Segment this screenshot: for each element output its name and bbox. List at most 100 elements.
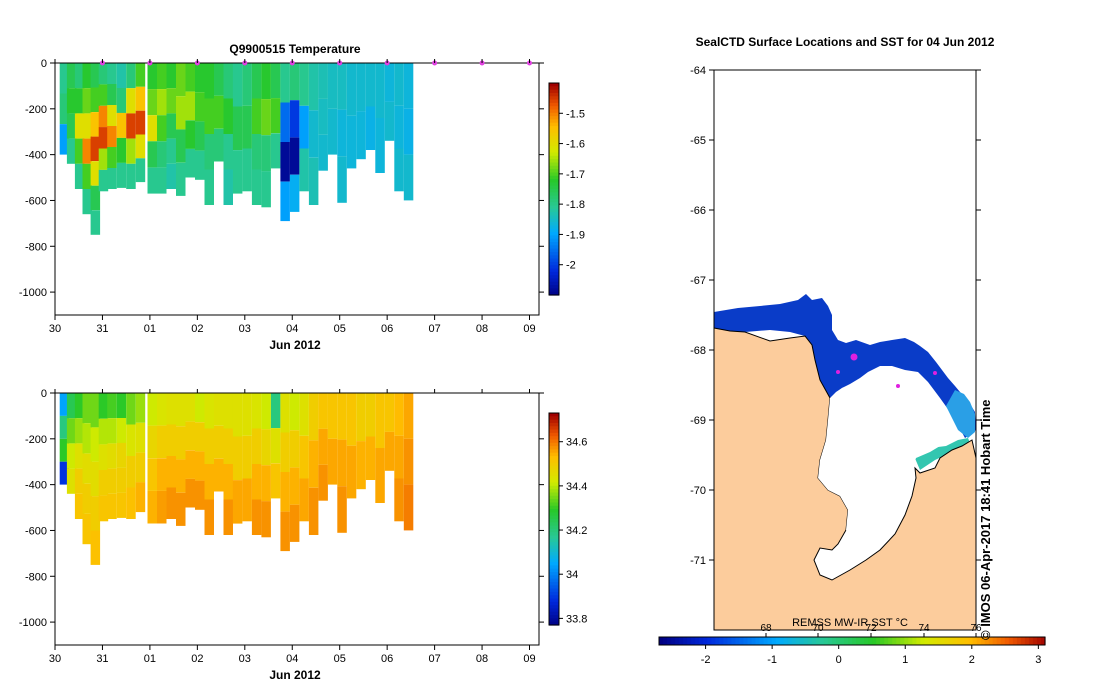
data-cell (74, 468, 85, 494)
sst-colorbar-segment (787, 637, 793, 645)
colorbar-segment (549, 608, 559, 613)
sst-colorbar-segment (888, 637, 893, 645)
data-cell (289, 467, 300, 505)
data-cell (327, 393, 338, 439)
colorbar-segment (549, 198, 559, 203)
sst-colorbar-segment (952, 637, 958, 645)
sst-colorbar-tick-label: -2 (701, 654, 711, 666)
data-cell (135, 110, 146, 135)
sst-colorbar-segment (695, 637, 700, 645)
salinity-cells (59, 393, 414, 565)
colorbar-tick-label: -1.7 (566, 169, 585, 181)
colorbar-segment (549, 419, 559, 424)
colorbar-segment (549, 255, 559, 260)
data-cell (157, 89, 167, 116)
colorbar-segment (549, 179, 559, 183)
data-cell (147, 63, 157, 90)
data-cell (403, 108, 414, 155)
colorbar-segment (549, 489, 559, 494)
colorbar-segment (549, 499, 559, 504)
data-cell (66, 468, 77, 494)
x-tick-label: 01 (144, 653, 156, 665)
data-cell (299, 148, 309, 192)
data-cell (394, 393, 404, 436)
data-cell (82, 113, 92, 139)
data-cell (147, 167, 157, 194)
colorbar-segment (549, 578, 559, 583)
data-cell (74, 88, 85, 114)
sst-colorbar-segment (864, 637, 869, 645)
colorbar-segment (549, 136, 559, 140)
data-cell (82, 138, 92, 164)
sst-colorbar-segment (960, 637, 966, 645)
data-cell (157, 490, 167, 524)
colorbar-segment (549, 159, 559, 164)
colorbar-segment (549, 462, 559, 467)
data-cell (176, 129, 186, 163)
data-cell (251, 63, 262, 99)
data-cell (66, 63, 77, 89)
sst-colorbar-segment (984, 637, 990, 645)
sst-colorbar-segment (992, 637, 998, 645)
temperature-x-ticks: 30 31 01 02 03 04 05 06 07 08 09 (49, 59, 536, 335)
colorbar-segment (549, 139, 559, 144)
colorbar-segment (549, 92, 559, 97)
data-cell (59, 393, 70, 416)
sst-colorbar-tick-label: 0 (836, 654, 842, 666)
colorbar-segment (549, 552, 559, 557)
temperature-title: Q9900515 Temperature (229, 42, 361, 56)
colorbar-segment (549, 422, 559, 427)
sst-colorbar-segment (739, 637, 745, 645)
colorbar-tick-label: -1.9 (566, 229, 585, 241)
data-cell (403, 438, 414, 485)
map-y-tick-label: -67 (690, 275, 706, 287)
data-cell (126, 424, 136, 456)
data-cell (375, 393, 385, 448)
data-cell (66, 138, 77, 164)
data-cell (242, 393, 252, 436)
data-cell (375, 118, 385, 173)
colorbar-frame (548, 412, 560, 626)
colorbar-segment (549, 106, 559, 111)
data-cell (346, 445, 357, 499)
colorbar-segment (549, 542, 559, 547)
data-cell (82, 483, 92, 514)
data-cell (126, 63, 136, 89)
data-cell (176, 426, 186, 460)
data-cell (270, 428, 281, 464)
sst-colorbar-segment (799, 637, 805, 645)
colorbar-segment (549, 251, 559, 256)
sst-colorbar-segment (860, 637, 865, 645)
sst-colorbar-segment (667, 637, 672, 645)
colorbar-segment (549, 238, 559, 243)
colorbar-segment (549, 519, 559, 523)
data-cell (384, 393, 395, 432)
sst-colorbar-segment (1000, 637, 1006, 645)
colorbar-segment (549, 215, 559, 220)
y-tick-label: -800 (25, 241, 47, 253)
data-cell (223, 98, 233, 134)
sst-colorbar-segment (803, 637, 809, 645)
colorbar-segment (549, 591, 559, 596)
data-cell (318, 98, 328, 135)
data-cell (74, 138, 85, 164)
data-cell (204, 63, 214, 99)
data-cell (251, 169, 262, 205)
colorbar-segment (549, 261, 559, 266)
data-cell (195, 92, 205, 122)
data-cell (204, 499, 214, 535)
data-cell (337, 63, 347, 110)
colorbar-segment (549, 192, 559, 197)
colorbar-tick-label: 34.6 (566, 437, 587, 449)
colorbar-segment (549, 509, 559, 513)
data-cell (280, 511, 290, 552)
colorbar-segment (549, 482, 559, 487)
data-cell (270, 63, 281, 99)
data-cell (90, 496, 101, 531)
data-cell (289, 504, 300, 542)
colorbar-segment (549, 572, 559, 576)
sst-colorbar-segment (715, 637, 720, 645)
sst-colorbar-segment (659, 637, 664, 645)
colorbar-segment (549, 456, 559, 460)
colorbar-segment (549, 265, 559, 270)
